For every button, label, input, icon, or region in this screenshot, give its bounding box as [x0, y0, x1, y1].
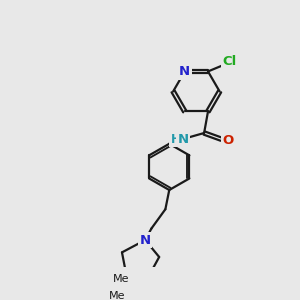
Text: Me: Me — [112, 274, 129, 284]
Text: Me: Me — [109, 291, 126, 300]
Text: N: N — [140, 233, 151, 247]
Text: O: O — [223, 134, 234, 147]
Text: H: H — [170, 133, 180, 146]
Text: N: N — [178, 133, 189, 146]
Text: Cl: Cl — [223, 55, 237, 68]
Text: N: N — [179, 65, 190, 78]
